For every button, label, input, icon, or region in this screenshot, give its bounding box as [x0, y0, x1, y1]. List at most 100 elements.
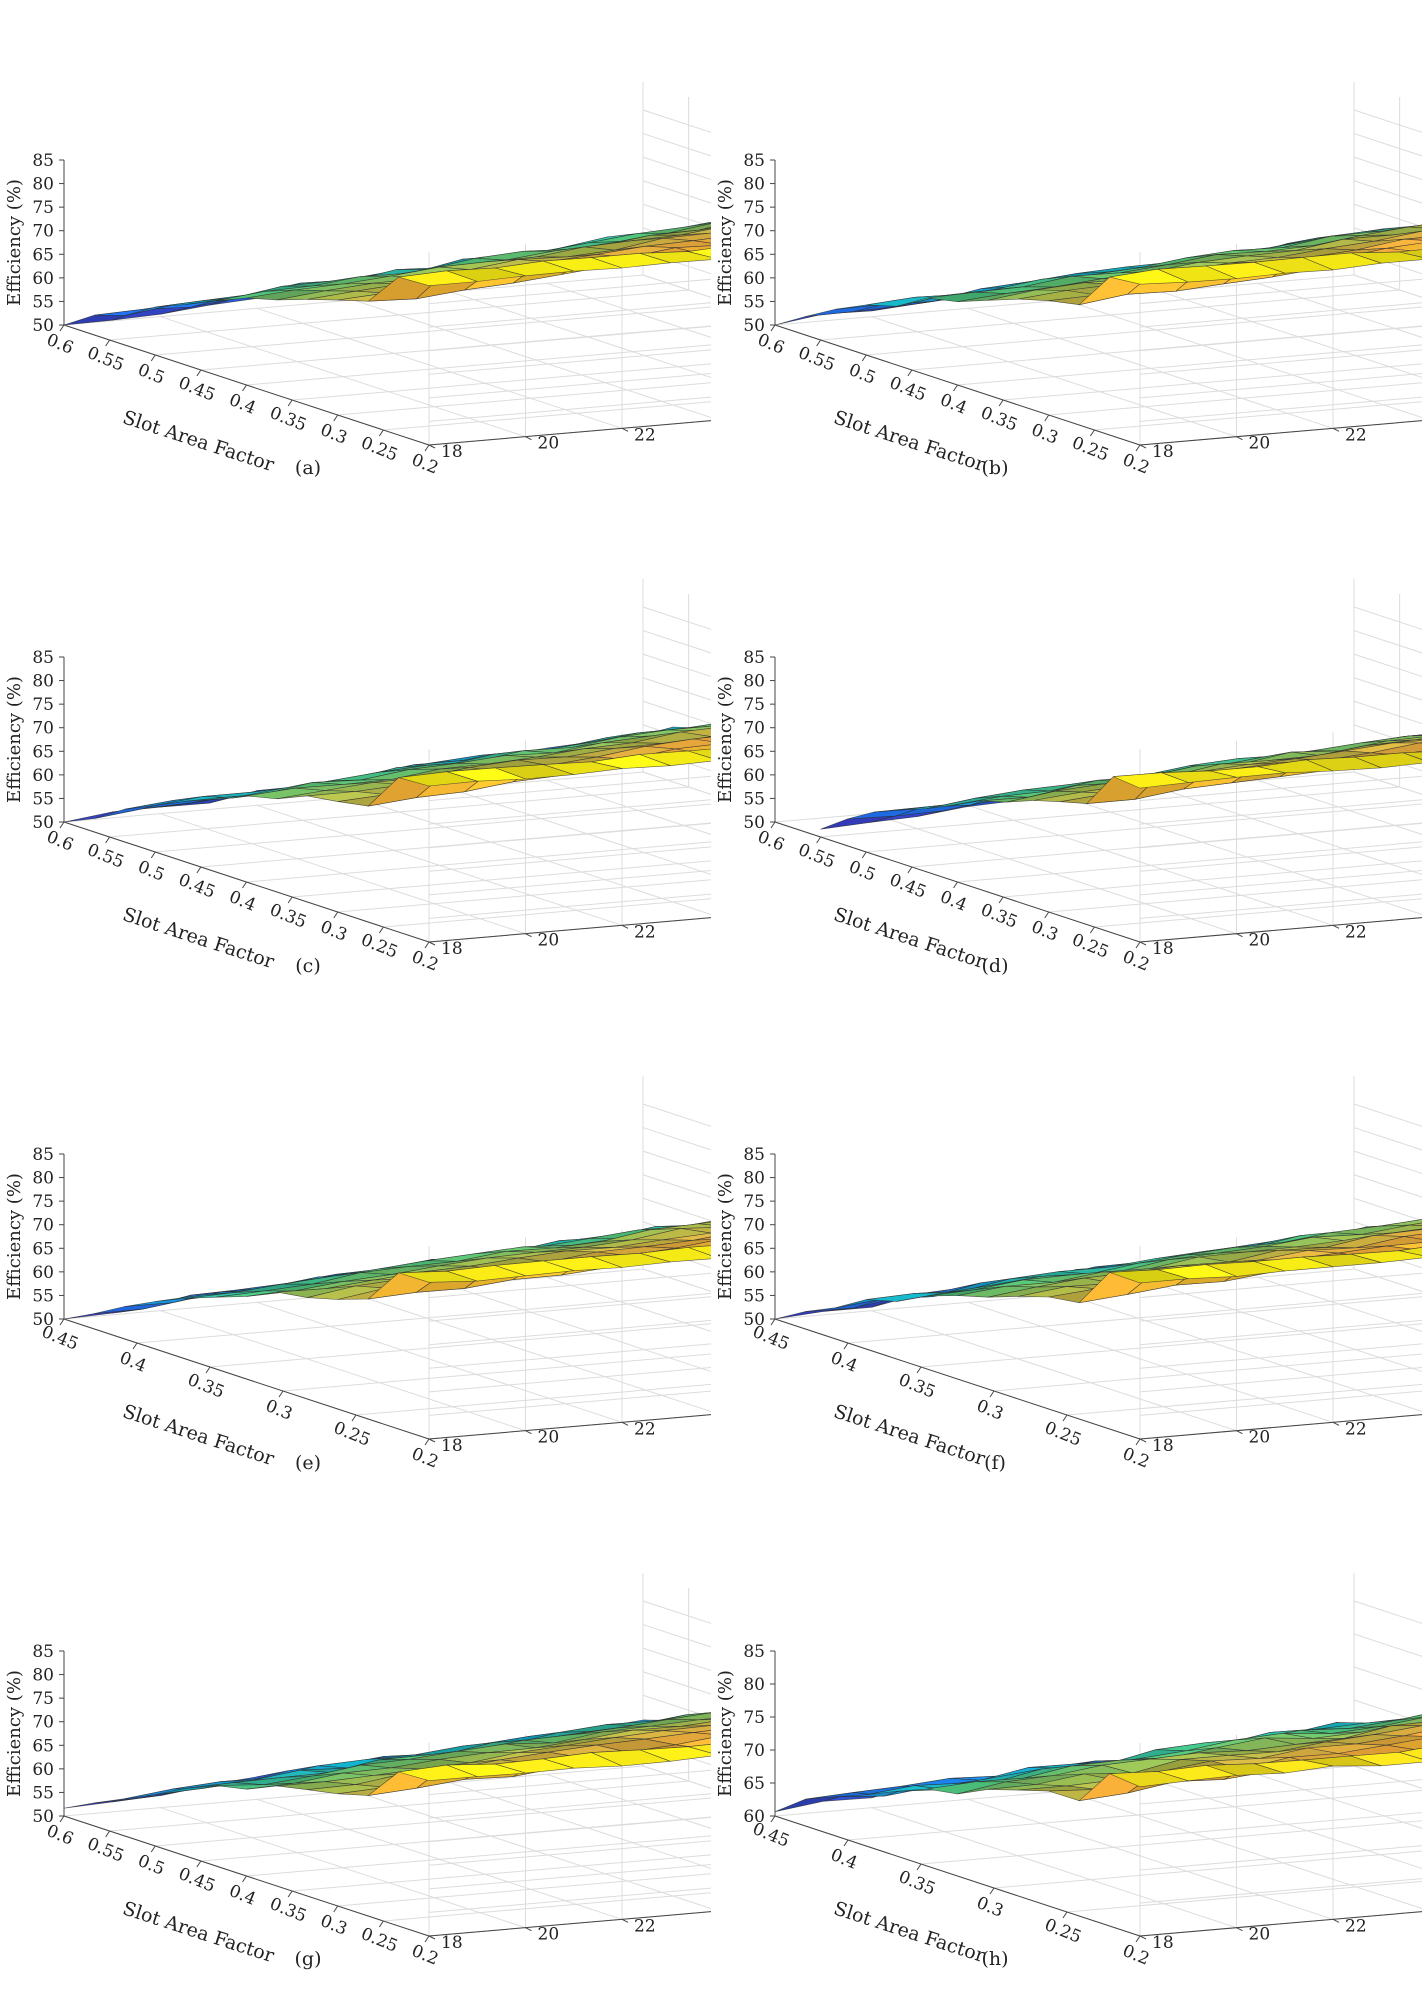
axis-line: [424, 444, 430, 452]
x-tick-label: 0.45: [39, 1322, 82, 1355]
grid-line: [428, 302, 711, 328]
x-tick-label: 0.45: [175, 1864, 218, 1897]
grid-line: [1139, 1779, 1422, 1805]
grid-line: [1353, 203, 1422, 228]
x-tick-label: 0.6: [44, 330, 77, 359]
axis-line: [1139, 1935, 1147, 1940]
grid-line: [642, 630, 711, 654]
z-axis-label: Efficiency (%): [4, 676, 25, 803]
grid-line: [1353, 700, 1422, 725]
grid-line: [1139, 325, 1422, 352]
grid-line: [993, 1850, 1422, 1889]
x-tick-label: 0.3: [317, 420, 350, 449]
axis-line: [105, 1830, 111, 1838]
axis-line: [105, 836, 111, 844]
grid-line: [428, 1887, 711, 1913]
grid-line: [428, 349, 711, 375]
y-tick-label: 20: [538, 931, 560, 951]
grid-line: [1139, 1812, 1422, 1838]
axis-line: [428, 444, 436, 449]
grid-line: [1353, 771, 1422, 795]
z-tick-label: 65: [32, 742, 54, 762]
axis-line: [907, 369, 913, 377]
grid-line: [642, 180, 711, 204]
grid-line: [428, 1769, 711, 1796]
z-tick-label: 60: [32, 1263, 54, 1283]
x-tick-label: 0.2: [1120, 1444, 1153, 1473]
axis-line: [428, 917, 711, 943]
grid-line: [642, 1197, 711, 1222]
x-tick-label: 0.2: [409, 1941, 442, 1970]
grid-line: [292, 1854, 711, 1892]
grid-line: [871, 316, 1237, 438]
surface-face: [698, 1221, 711, 1226]
surface-face: [693, 736, 711, 742]
z-tick-label: 50: [743, 316, 765, 336]
z-tick-label: 70: [743, 1216, 765, 1236]
axis-line: [770, 324, 776, 332]
x-tick-label: 0.25: [358, 433, 401, 466]
axis-line: [196, 1860, 202, 1868]
z-tick-label: 85: [32, 648, 54, 668]
z-tick-label: 55: [32, 1783, 54, 1803]
x-tick-label: 0.55: [84, 343, 127, 376]
x-tick-label: 0.55: [795, 840, 838, 873]
axis-line: [861, 354, 867, 362]
surface-face: [398, 1270, 478, 1283]
grid-line: [1353, 109, 1422, 133]
grid-line: [256, 1301, 623, 1423]
z-axis-label: Efficiency (%): [4, 1670, 25, 1797]
y-tick-label: 20: [1249, 1428, 1271, 1448]
grid-line: [256, 804, 623, 926]
z-tick-label: 60: [32, 1760, 54, 1780]
grid-line: [967, 1301, 1334, 1423]
grid-line: [642, 1671, 711, 1695]
surface: [774, 1714, 1422, 1812]
x-tick-label: 0.2: [409, 1444, 442, 1473]
y-tick-label: 18: [441, 1436, 463, 1456]
z-tick-label: 80: [32, 175, 54, 195]
z-tick-label: 75: [743, 1708, 765, 1728]
grid-line: [353, 796, 711, 916]
z-tick-label: 85: [32, 151, 54, 171]
x-tick-label: 0.2: [1120, 450, 1153, 479]
surface-plot: 50 55 60 65 70 75 80 85 0.6 0.55 0.5 0.45 0.4 0.35 0.3…: [4, 82, 711, 479]
x-tick-label: 0.2: [1120, 947, 1153, 976]
grid-line: [642, 1244, 711, 1269]
grid-line: [1353, 677, 1422, 701]
x-tick-label: 0.5: [846, 857, 879, 886]
axis-line: [424, 1438, 430, 1446]
grid-line: [428, 1343, 711, 1369]
axis-line: [59, 324, 65, 332]
grid-line: [1139, 420, 1422, 446]
grid-line: [200, 822, 711, 868]
grid-line: [1139, 349, 1422, 375]
x-tick-label: 0.6: [44, 1821, 77, 1850]
axis-line: [843, 1342, 849, 1350]
grid-line: [1160, 1782, 1422, 1870]
grid-line: [1353, 1765, 1422, 1789]
z-tick-label: 60: [743, 1807, 765, 1827]
axis-line: [242, 384, 247, 392]
axis-line: [1139, 1911, 1422, 1937]
z-tick-label: 55: [32, 789, 54, 809]
z-tick-label: 75: [743, 1192, 765, 1212]
grid-line: [428, 420, 711, 446]
z-tick-label: 80: [743, 175, 765, 195]
y-tick-label: 18: [441, 939, 463, 959]
z-tick-label: 55: [32, 1286, 54, 1306]
grid-line: [1139, 1367, 1422, 1393]
y-tick-label: 22: [634, 425, 656, 445]
axis-line: [621, 427, 629, 432]
grid-line: [546, 779, 711, 835]
z-tick-label: 75: [743, 198, 765, 218]
x-tick-label: 0.3: [317, 917, 350, 946]
grid-line: [642, 1647, 711, 1672]
axis-line: [1135, 941, 1141, 949]
axis-line: [989, 1390, 995, 1398]
grid-line: [160, 316, 526, 438]
z-tick-label: 65: [743, 742, 765, 762]
axis-line: [770, 1815, 776, 1823]
axis-line: [1089, 429, 1095, 437]
